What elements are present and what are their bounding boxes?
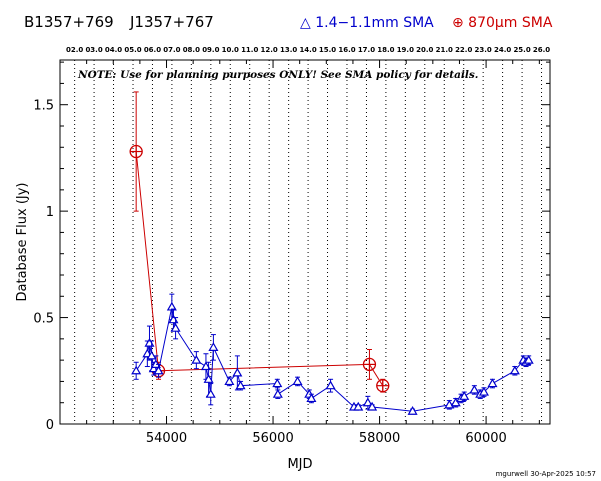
data-point (203, 374, 214, 383)
data-point (487, 378, 498, 388)
data-point (235, 380, 246, 390)
x-axis: 54000 56000 58000 60000 (59, 60, 540, 446)
data-point (325, 380, 336, 390)
data-point (469, 384, 480, 394)
data-point (367, 401, 378, 411)
series-1mm (131, 293, 534, 415)
data-point (306, 393, 317, 403)
year-label: 12.0 (261, 46, 278, 54)
year-label: 16.0 (338, 46, 355, 54)
data-point (208, 342, 219, 351)
year-label: 22.0 (455, 46, 472, 54)
y-axis-label: Database Flux (Jy) (15, 183, 30, 302)
data-point (191, 354, 202, 364)
year-label-row: 02.0 03.0 04.0 05.0 06.0 07.0 08.0 09.0 10.0 11.0… (66, 46, 550, 54)
data-point (523, 354, 534, 364)
year-label: 05.0 (124, 46, 141, 54)
year-label: 20.0 (416, 46, 433, 54)
year-label: 07.0 (163, 46, 180, 54)
year-label: 09.0 (202, 46, 219, 54)
data-point (353, 401, 364, 411)
year-label: 19.0 (397, 46, 414, 54)
x-tick-label: 60000 (465, 431, 506, 446)
plot-frame (59, 59, 551, 425)
year-label: 24.0 (494, 46, 511, 54)
data-point (232, 367, 243, 377)
x-axis-label: MJD (287, 457, 312, 472)
year-label: 25.0 (513, 46, 530, 54)
series-870um (129, 91, 390, 393)
data-point (450, 397, 461, 407)
data-point (407, 406, 418, 415)
year-label: 02.0 (66, 46, 83, 54)
x-tick-label: 58000 (359, 431, 400, 446)
data-point (459, 391, 470, 400)
year-label: 08.0 (183, 46, 200, 54)
year-label: 23.0 (475, 46, 492, 54)
data-point (292, 376, 303, 386)
footer-credit: mgurwell 30-Apr-2025 10:57 (496, 470, 596, 478)
x-tick-label: 56000 (252, 431, 293, 446)
year-label: 21.0 (436, 46, 453, 54)
y-tick-label: 0 (46, 418, 54, 433)
year-label: 15.0 (319, 46, 336, 54)
data-point (200, 361, 211, 371)
data-point (166, 301, 177, 311)
series-line (135, 151, 384, 386)
y-tick-label: 1.5 (33, 99, 54, 114)
data-point (272, 378, 283, 388)
x-tick-label: 54000 (146, 431, 187, 446)
year-label: 26.0 (533, 46, 550, 54)
source-name-b1950: B1357+769 (24, 13, 114, 31)
data-point (205, 388, 216, 398)
planning-note: NOTE: Use for planning purposes ONLY! Se… (77, 69, 478, 81)
year-label: 03.0 (85, 46, 102, 54)
year-label: 06.0 (144, 46, 161, 54)
data-point (170, 323, 181, 332)
data-point (509, 365, 520, 375)
year-label: 11.0 (241, 46, 258, 54)
source-name-j2000: J1357+767 (129, 13, 214, 31)
year-label: 18.0 (377, 46, 394, 54)
data-point (272, 388, 283, 398)
year-label: 17.0 (358, 46, 375, 54)
year-label: 14.0 (299, 46, 316, 54)
data-point (224, 376, 235, 386)
year-label: 10.0 (222, 46, 239, 54)
data-point (153, 365, 164, 375)
y-tick-label: 1 (46, 205, 54, 220)
legend-red-series: ⊕ 870μm SMA (452, 15, 553, 31)
year-label: 13.0 (280, 46, 297, 54)
year-label: 04.0 (105, 46, 122, 54)
data-point (362, 397, 373, 407)
legend-blue-series: △ 1.4−1.1mm SMA (300, 15, 434, 31)
y-axis: 0 0.5 1 1.5 (33, 61, 550, 433)
y-tick-label: 0.5 (33, 312, 54, 327)
data-point (478, 386, 489, 396)
year-gridlines (74, 60, 543, 424)
data-point (131, 365, 142, 375)
